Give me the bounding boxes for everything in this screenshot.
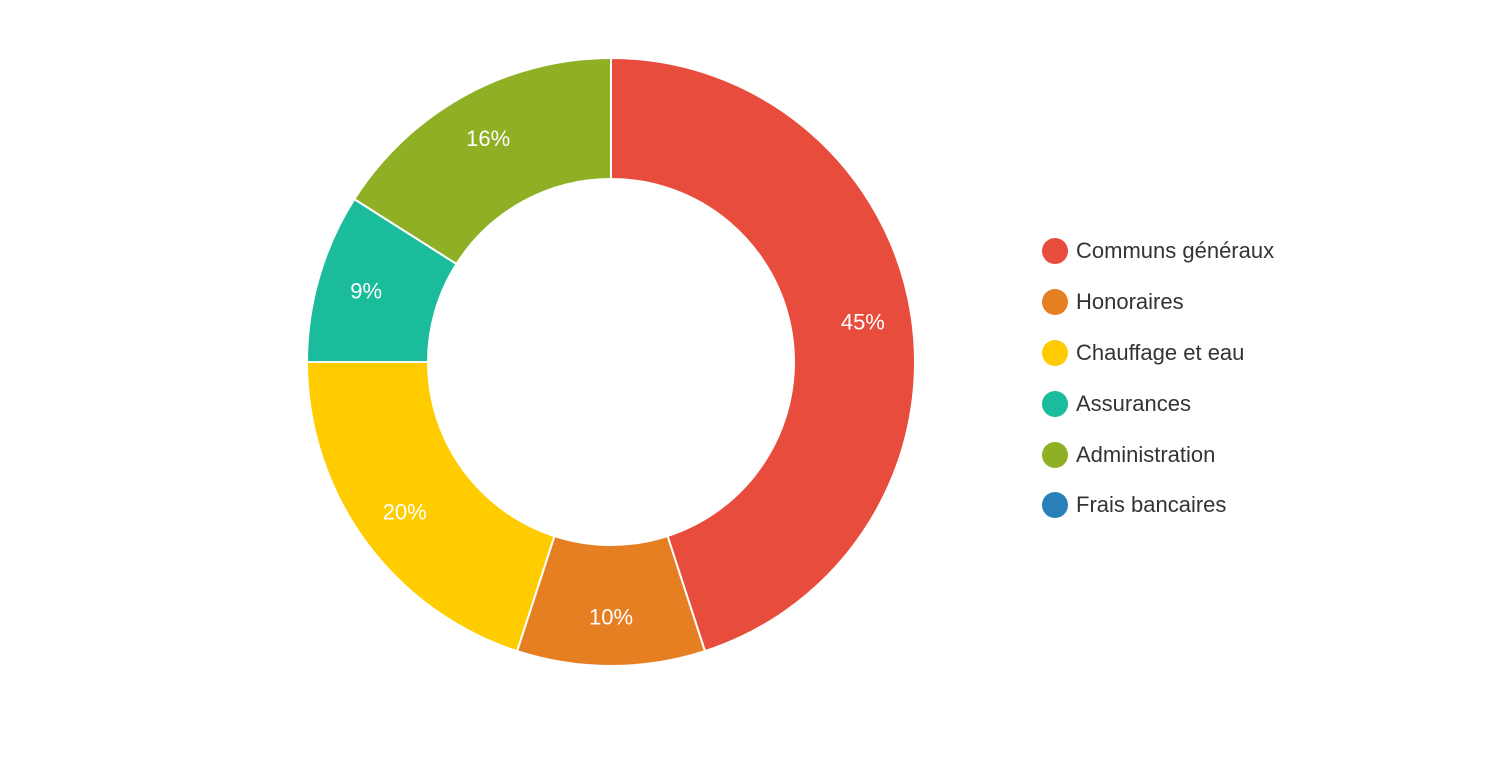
slice-label-administration: 16% [466,126,510,151]
slice-label-assurances: 9% [350,278,382,303]
slice-chauffage-et-eau[interactable] [305,361,556,653]
legend-item-assurances[interactable]: Assurances [1042,378,1274,429]
legend-swatch-frais-bancaires [1042,492,1068,519]
legend-label-chauffage-et-eau: Chauffage et eau [1076,339,1245,365]
legend-swatch-chauffage-et-eau [1042,339,1068,366]
legend-item-honoraires[interactable]: Honoraires [1042,277,1274,328]
slice-labels-group: 45% 10% 20% 9% 16% [350,126,885,629]
slice-communs-generaux[interactable] [610,56,916,653]
slice-label-communs-generaux: 45% [841,310,885,335]
legend-label-communs-generaux: Communs généraux [1076,238,1275,264]
legend-label-assurances: Assurances [1076,390,1191,416]
chart-legend: Communs généraux Honoraires Chauffage et e… [1042,226,1274,531]
legend-item-frais-bancaires[interactable]: Frais bancaires [1042,480,1274,531]
legend-item-communs-generaux[interactable]: Communs généraux [1042,226,1274,277]
legend-item-chauffage-et-eau[interactable]: Chauffage et eau [1042,328,1274,379]
slice-label-honoraires: 10% [589,605,633,630]
legend-swatch-honoraires [1042,289,1068,316]
legend-label-honoraires: Honoraires [1076,289,1184,315]
legend-swatch-administration [1042,441,1068,468]
legend-label-frais-bancaires: Frais bancaires [1076,492,1227,518]
legend-label-administration: Administration [1076,441,1216,467]
legend-swatch-assurances [1042,390,1068,417]
slice-administration[interactable] [352,56,612,266]
slice-label-chauffage-et-eau: 20% [383,499,427,524]
legend-swatch-communs-generaux [1042,238,1068,265]
legend-item-administration[interactable]: Administration [1042,429,1274,480]
slices-group [305,56,916,667]
